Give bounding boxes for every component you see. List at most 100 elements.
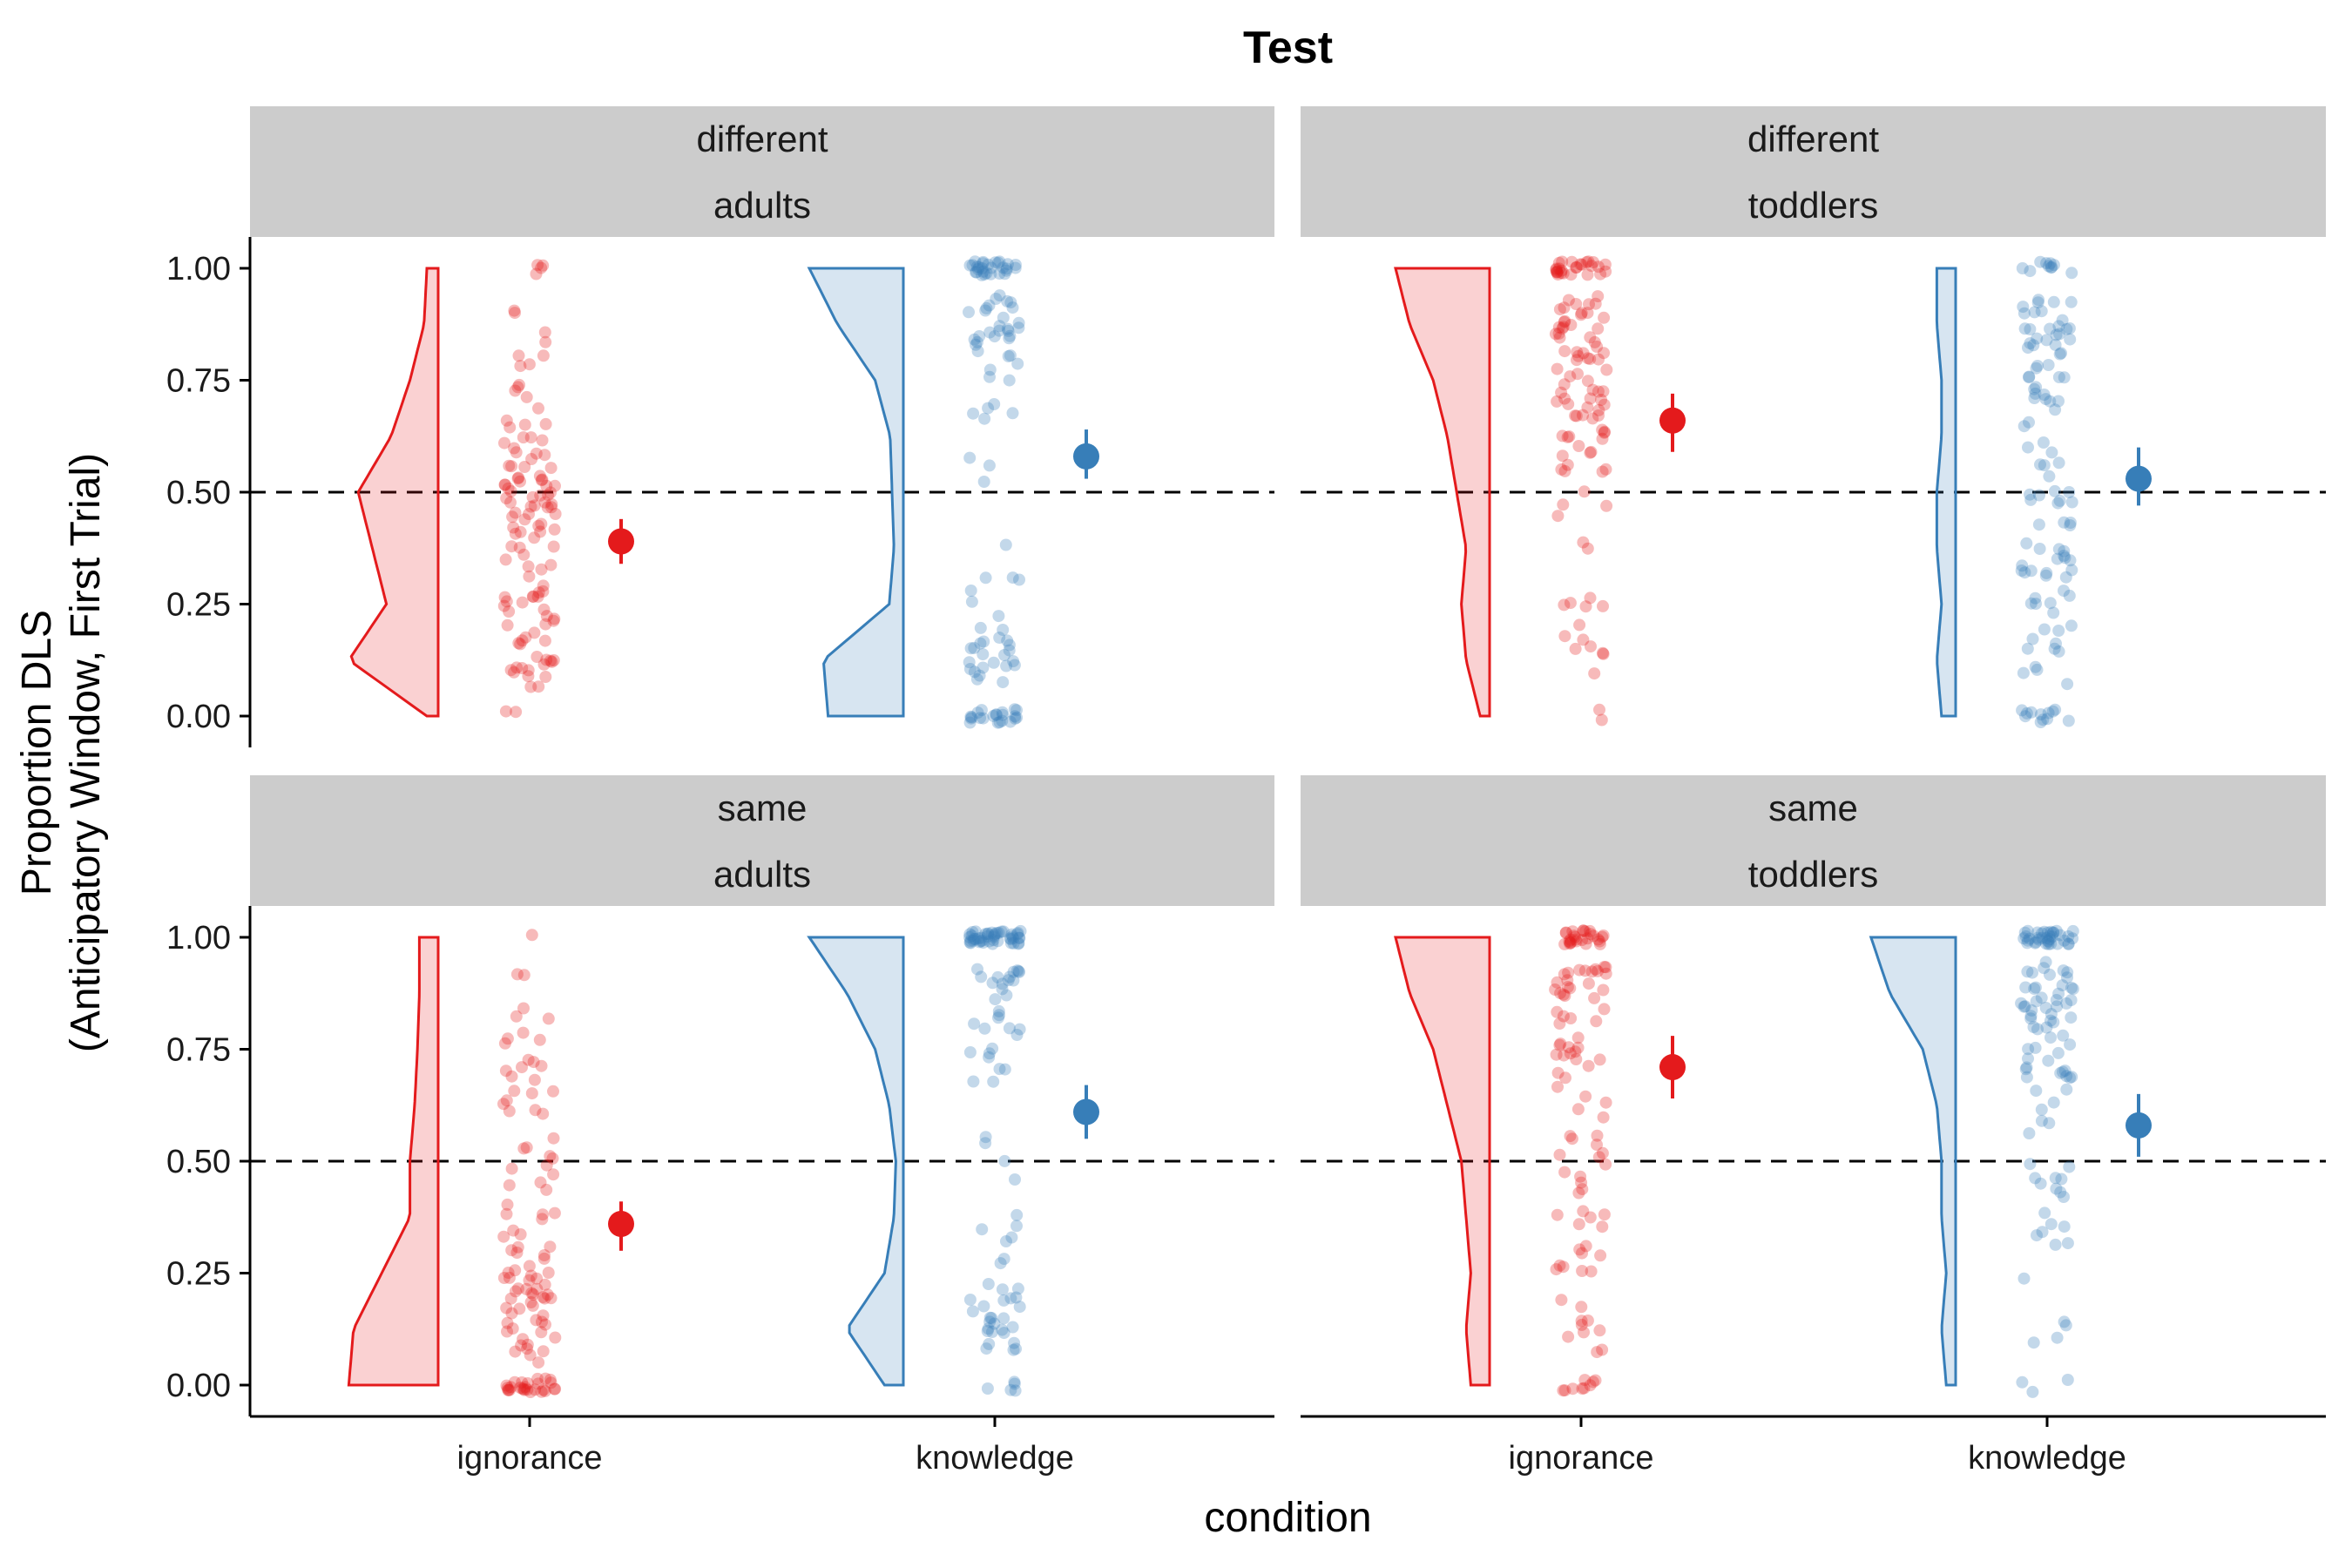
rain-point xyxy=(1569,933,1582,946)
rain-point xyxy=(1565,319,1578,331)
rain-point xyxy=(1564,370,1577,383)
rain-point xyxy=(533,1033,546,1046)
rain-point xyxy=(2030,1085,2043,1098)
rain-point xyxy=(525,1087,538,1100)
facet-strip xyxy=(1301,106,2326,237)
rain-point xyxy=(2031,332,2044,345)
rain-point xyxy=(968,641,981,654)
rain-point xyxy=(1597,1111,1610,1124)
rain-point xyxy=(517,969,531,982)
rain-point xyxy=(2058,551,2072,564)
rain-point xyxy=(1563,935,1576,948)
rain-point xyxy=(2047,926,2060,939)
rain-point xyxy=(1014,924,1027,937)
rain-point xyxy=(2027,1336,2040,1349)
rain-point xyxy=(1007,965,1020,978)
rain-point xyxy=(977,635,990,648)
rain-point xyxy=(2019,1063,2032,1076)
rain-point xyxy=(981,1325,994,1337)
rain-point xyxy=(2065,994,2078,1007)
rain-point xyxy=(1561,981,1574,993)
rain-point xyxy=(2064,554,2077,567)
rain-point xyxy=(1007,932,1020,945)
rain-point xyxy=(2063,322,2076,335)
rain-point xyxy=(525,1287,538,1300)
rain-point xyxy=(971,263,984,276)
rain-point xyxy=(983,459,996,472)
rain-point xyxy=(1013,965,1025,978)
rain-point xyxy=(1556,449,1569,463)
rain-point xyxy=(2029,936,2042,949)
rain-point xyxy=(1005,928,1018,941)
rain-point xyxy=(1008,1377,1021,1390)
rain-point xyxy=(997,1253,1010,1266)
rain-point xyxy=(498,478,511,491)
rain-point xyxy=(2047,259,2060,272)
rain-point xyxy=(1567,929,1580,943)
rain-point xyxy=(506,510,519,524)
rain-point xyxy=(520,390,533,403)
rain-point xyxy=(531,651,544,663)
rain-point xyxy=(1575,307,1588,320)
rain-point xyxy=(1579,1090,1592,1103)
rain-point xyxy=(994,1257,1007,1270)
rain-point xyxy=(516,634,529,647)
rain-point xyxy=(2017,307,2031,320)
rain-point xyxy=(514,525,527,538)
rain-point xyxy=(1009,259,1022,271)
rain-point xyxy=(1011,928,1024,941)
rain-point xyxy=(2063,589,2076,602)
rain-point xyxy=(1578,964,1592,977)
rain-point xyxy=(1000,659,1013,672)
rain-point xyxy=(1004,715,1017,728)
rain-point xyxy=(544,1292,558,1305)
rain-point xyxy=(966,1305,979,1318)
rain-point xyxy=(1002,350,1015,362)
rain-point xyxy=(2037,436,2050,449)
rain-point xyxy=(2048,642,2061,655)
rain-point xyxy=(2018,926,2031,939)
rain-point xyxy=(1559,927,1572,939)
rain-point xyxy=(1592,353,1605,366)
rain-point xyxy=(963,656,976,669)
rain-point xyxy=(544,558,558,571)
rain-point xyxy=(527,1056,540,1069)
rain-point xyxy=(1577,347,1590,360)
rain-point xyxy=(2059,571,2072,584)
rain-point xyxy=(2047,606,2060,619)
rain-point xyxy=(983,299,996,312)
rain-point xyxy=(1564,936,1577,949)
rain-point xyxy=(521,1342,533,1355)
rain-point xyxy=(1553,331,1566,344)
rain-point xyxy=(2044,322,2057,335)
rain-point xyxy=(540,653,553,666)
rain-point xyxy=(2035,1103,2048,1116)
rain-point xyxy=(497,599,510,612)
rain-point xyxy=(1558,990,1571,1003)
facet-strip-bottom-label: toddlers xyxy=(1748,854,1878,895)
rain-point xyxy=(549,1382,562,1396)
rain-point xyxy=(984,267,997,280)
rain-point xyxy=(1592,409,1605,422)
rain-point xyxy=(2043,929,2056,943)
rain-point xyxy=(1588,667,1601,680)
rain-point xyxy=(526,590,539,603)
rain-point xyxy=(990,708,1003,721)
rain-point xyxy=(2061,1237,2074,1250)
rain-point xyxy=(987,709,1000,722)
rain-point xyxy=(527,1288,540,1301)
rain-point xyxy=(1010,711,1024,724)
rain-point xyxy=(1588,991,1601,1004)
rain-point xyxy=(992,610,1005,623)
rain-point xyxy=(499,705,512,718)
rain-point xyxy=(1558,598,1571,612)
rain-point xyxy=(992,1011,1004,1024)
rain-point xyxy=(500,1094,513,1107)
rain-point xyxy=(973,260,985,274)
rain-point xyxy=(983,935,996,948)
rain-point xyxy=(2063,486,2076,498)
rain-point xyxy=(1552,256,1565,269)
rain-point xyxy=(1596,930,1609,943)
x-axis-title: condition xyxy=(1204,1495,1371,1541)
rain-point xyxy=(544,1150,557,1163)
